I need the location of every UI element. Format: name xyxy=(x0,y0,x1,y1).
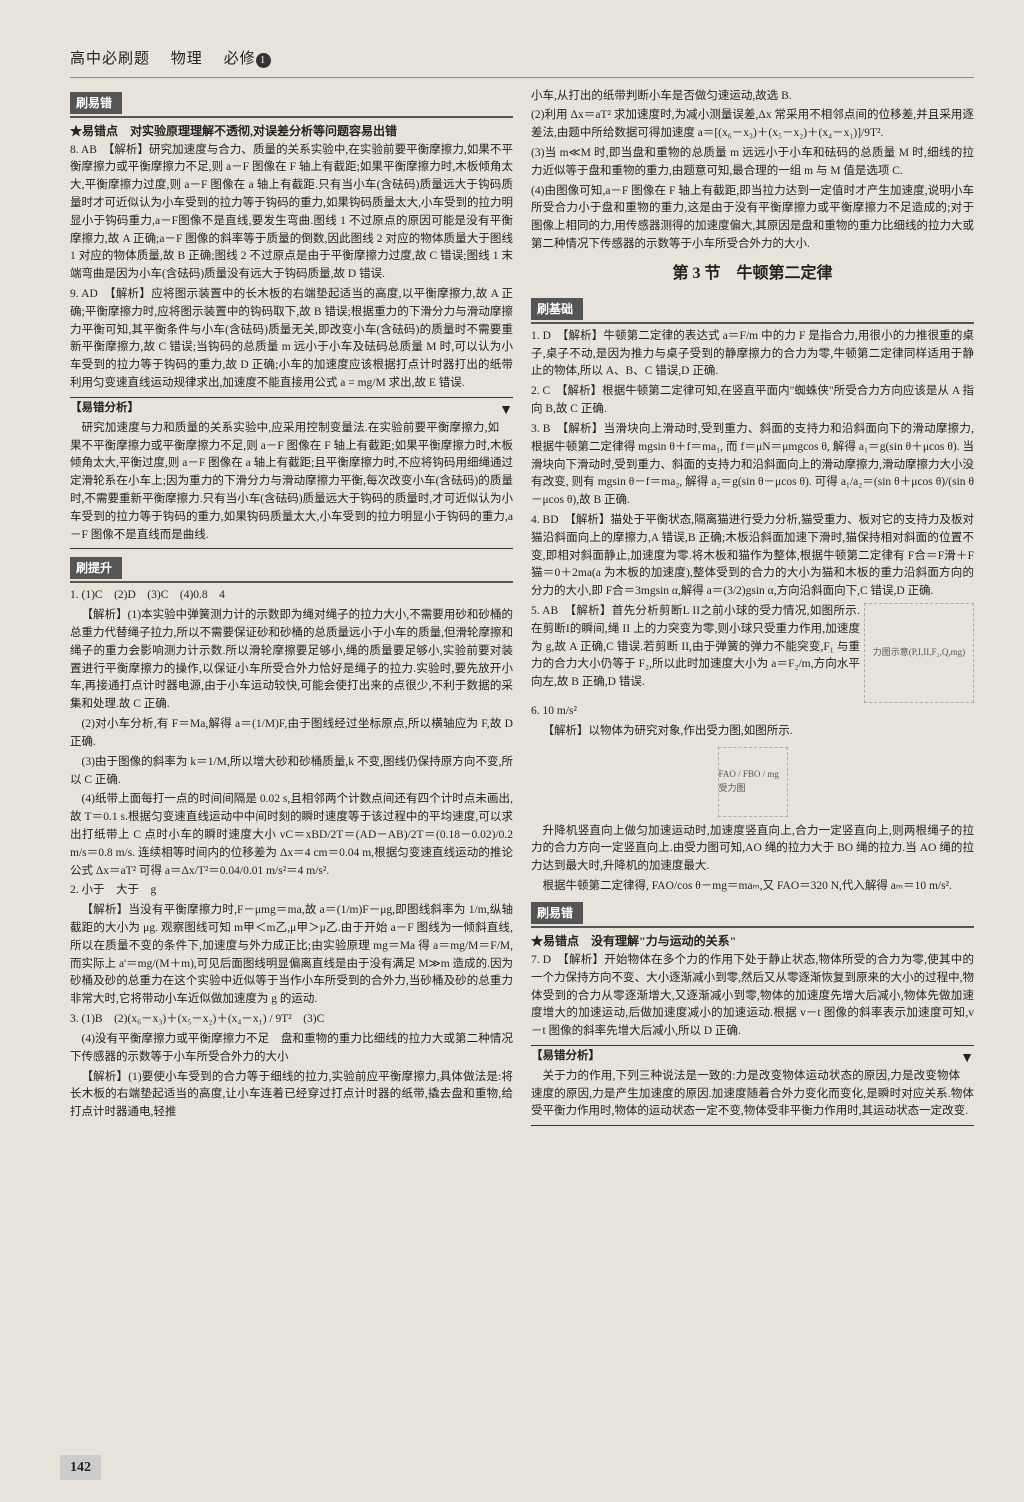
tag-rule-4 xyxy=(531,926,974,928)
book-header: 高中必刷题 物理 必修1 xyxy=(70,48,974,71)
diagram-q6: FAO / FBO / mg 受力图 xyxy=(718,747,788,817)
subject: 物理 xyxy=(171,51,203,67)
q2-answers: 2. 小于 大于 g xyxy=(70,882,513,900)
q1-3: (3)由于图像的斜率为 k＝1/M,所以增大砂和砂桶质量,k 不变,图线仍保持原… xyxy=(70,754,513,790)
tag-cuowu: 刷易错 xyxy=(70,92,122,114)
fbd-icon: FAO / FBO / mg 受力图 xyxy=(718,747,788,817)
analysis-body-2: 关于力的作用,下列三种说法是一致的:力是改变物体运动状态的原因,力是改变物体速度… xyxy=(531,1068,974,1121)
q9-analysis: 9. AD 【解析】应将图示装置中的长木板的右端垫起适当的高度,以平衡摩擦力,故… xyxy=(70,286,513,393)
error-analysis-box-1: 【易错分析】▼ 研究加速度与力和质量的关系实验中,应采用控制变量法.在实验前要平… xyxy=(70,397,513,550)
rq6-body2: 升降机竖直向上做匀加速运动时,加速度竖直向上,合力一定竖直向上,则两根绳子的拉力… xyxy=(531,823,974,876)
error-analysis-box-2: 【易错分析】▼ 关于力的作用,下列三种说法是一致的:力是改变物体运动状态的原因,… xyxy=(531,1045,974,1126)
rq4: 4. BD 【解析】猫处于平衡状态,隔离猫进行受力分析,猫受重力、板对它的支持力… xyxy=(531,512,974,601)
tag-rule-3 xyxy=(531,322,974,324)
right-column: 小车,从打出的纸带判断小车是否做匀速运动,故选 B. (2)利用 Δx＝aT² … xyxy=(531,88,974,1131)
q1-4: (4)纸带上面每打一点的时间间隔是 0.02 s,且相邻两个计数点间还有四个计时… xyxy=(70,791,513,880)
rq2: 2. C 【解析】根据牛顿第二定律可知,在竖直平面内"蜘蛛侠"所受合力方向应该是… xyxy=(531,383,974,419)
q1-2: (2)对小车分析,有 F＝Ma,解得 a＝(1/M)F,由于图线经过坐标原点,所… xyxy=(70,716,513,752)
series: 高中必刷题 xyxy=(70,51,150,67)
error-point-1: ★易错点 对实验原理理解不透彻,对误差分析等问题容易出错 xyxy=(70,122,513,140)
triangle-icon: ▼ xyxy=(499,400,513,422)
r1: 小车,从打出的纸带判断小车是否做匀速运动,故选 B. xyxy=(531,88,974,106)
page-number: 142 xyxy=(60,1455,101,1480)
tag-cuowu-2: 刷易错 xyxy=(531,902,583,924)
tag-rule-2 xyxy=(70,581,513,583)
rq6-body3: 根据牛顿第二定律得, FAO/cos θ－mg＝maₘ,又 FAO＝320 N,… xyxy=(531,878,974,896)
r4: (4)由图像可知,a－F 图像在 F 轴上有截距,即当拉力达到一定值时才产生加速… xyxy=(531,183,974,254)
header-rule xyxy=(70,77,974,78)
module-num: 1 xyxy=(256,53,271,68)
rq6-ans: 6. 10 m/s² xyxy=(531,703,974,721)
rq6-body: 【解析】以物体为研究对象,作出受力图,如图所示. xyxy=(531,723,974,741)
rq3: 3. B 【解析】当滑块向上滑动时,受到重力、斜面的支持力和沿斜面向下的滑动摩擦… xyxy=(531,421,974,510)
q3-answers: 3. (1)B (2)(x₆－x₃)＋(x₅－x₂)＋(x₄－x₁) / 9T²… xyxy=(70,1011,513,1029)
diagram-q5: 力图示意(P,I,II,F₂,Q,mg) xyxy=(864,603,974,703)
q8-analysis: 8. AB 【解析】研究加速度与合力、质量的关系实验中,在实验前要平衡摩擦力,如… xyxy=(70,142,513,285)
section-3-title: 第 3 节 牛顿第二定律 xyxy=(531,262,974,286)
rq7: 7. D 【解析】开始物体在多个力的作用下处于静止状态,物体所受的合力为零,使其… xyxy=(531,952,974,1041)
tag-rule xyxy=(70,116,513,118)
error-point-2: ★易错点 没有理解"力与运动的关系" xyxy=(531,932,974,950)
q3-body: (4)没有平衡摩擦力或平衡摩擦力不足 盘和重物的重力比细线的拉力大或第二种情况下… xyxy=(70,1031,513,1067)
q3-analysis: 【解析】(1)要使小车受到的合力等于细线的拉力,实验前应平衡摩擦力,具体做法是:… xyxy=(70,1069,513,1122)
force-diagram-icon: 力图示意(P,I,II,F₂,Q,mg) xyxy=(864,603,974,703)
r2: (2)利用 Δx＝aT² 求加速度时,为减小测量误差,Δx 常采用不相邻点间的位… xyxy=(531,107,974,143)
triangle-icon: ▼ xyxy=(960,1048,974,1070)
analysis-title-1: 【易错分析】▼ xyxy=(70,400,513,418)
module: 必修 xyxy=(224,51,256,67)
q2-body: 【解析】当没有平衡摩擦力时,F－μmg＝ma,故 a＝(1/m)F－μg,即图线… xyxy=(70,902,513,1009)
q1-1: 【解析】(1)本实验中弹簧测力计的示数即为绳对绳子的拉力大小,不需要用砂和砂桶的… xyxy=(70,607,513,714)
rq1: 1. D 【解析】牛顿第二定律的表达式 a＝F/m 中的力 F 是指合力,用很小… xyxy=(531,328,974,381)
analysis-title-2: 【易错分析】▼ xyxy=(531,1048,974,1066)
left-column: 刷易错 ★易错点 对实验原理理解不透彻,对误差分析等问题容易出错 8. AB 【… xyxy=(70,88,513,1131)
r3: (3)当 m≪M 时,即当盘和重物的总质量 m 远远小于小车和砝码的总质量 M … xyxy=(531,145,974,181)
tag-tisheng: 刷提升 xyxy=(70,557,122,579)
q1-answers: 1. (1)C (2)D (3)C (4)0.8 4 xyxy=(70,587,513,605)
analysis-body-1: 研究加速度与力和质量的关系实验中,应采用控制变量法.在实验前要平衡摩擦力,如果不… xyxy=(70,420,513,545)
tag-jichu: 刷基础 xyxy=(531,298,583,320)
